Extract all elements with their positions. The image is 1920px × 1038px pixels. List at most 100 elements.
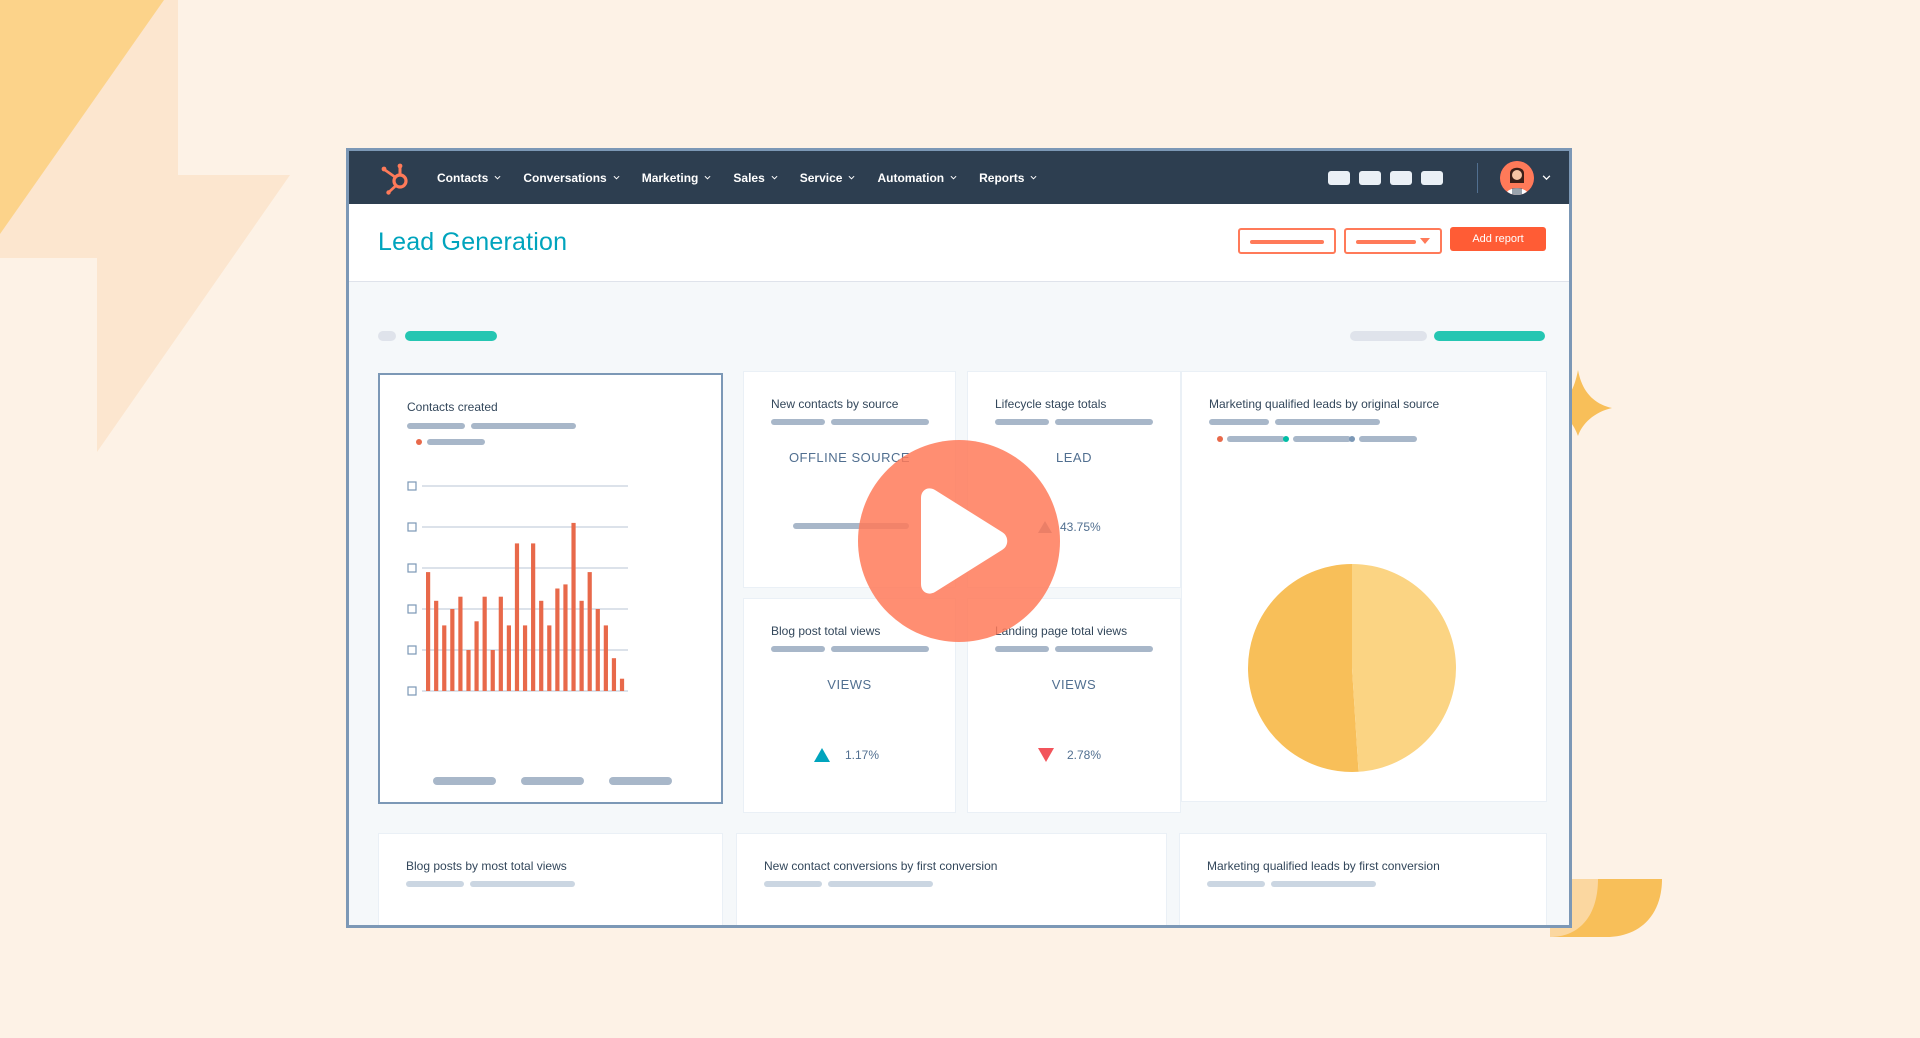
menu-contacts-label: Contacts: [437, 170, 489, 185]
filter-chip[interactable]: [1350, 331, 1427, 341]
nav-utility-button[interactable]: [1359, 170, 1381, 185]
filter-button[interactable]: [1238, 228, 1336, 254]
y-tick-marker: [407, 481, 417, 491]
chevron-down-icon: [848, 175, 855, 180]
new-contact-conversions-card[interactable]: New contact conversions by first convers…: [736, 833, 1167, 925]
metric-change: 1.17%: [845, 748, 880, 762]
add-report-button[interactable]: Add report: [1450, 227, 1546, 251]
menu-contacts[interactable]: Contacts: [437, 171, 501, 185]
date-range-chip[interactable]: [405, 331, 497, 341]
legend-dot: [1349, 436, 1355, 442]
legend-placeholder: [427, 439, 485, 445]
card-title: New contact conversions by first convers…: [764, 859, 998, 873]
menu-reports-label: Reports: [979, 170, 1025, 185]
landing-page-total-views-card[interactable]: Landing page total views VIEWS 2.78%: [967, 598, 1181, 813]
filter-chip[interactable]: [378, 331, 396, 341]
menu-conversations-label: Conversations: [523, 170, 607, 185]
card-title: Contacts created: [407, 400, 498, 414]
menu-service[interactable]: Service: [800, 171, 856, 185]
axis-label-placeholder: [433, 777, 496, 785]
mql-by-original-source-card[interactable]: Marketing qualified leads by original so…: [1181, 371, 1547, 802]
menu-conversations[interactable]: Conversations: [523, 170, 620, 185]
triangle-up-icon: [814, 748, 830, 762]
bar: [619, 678, 625, 691]
bar: [595, 609, 600, 691]
pie-slice: [1352, 564, 1456, 772]
axis-label-placeholder: [609, 777, 672, 785]
nav-utility-button[interactable]: [1328, 170, 1350, 185]
bar: [482, 596, 487, 691]
card-title: Landing page total views: [995, 624, 1128, 638]
video-play-button[interactable]: [858, 440, 1060, 642]
bar: [490, 650, 495, 691]
metric-label: OFFLINE SOURCE: [788, 450, 911, 465]
metric-change: 2.78%: [1067, 748, 1102, 762]
top-navigation: Contacts Conversations Marketing Sales S…: [349, 151, 1569, 204]
subtitle-placeholder: [831, 419, 929, 425]
bar: [603, 625, 608, 691]
subtitle-placeholder: [995, 646, 1049, 652]
menu-service-label: Service: [799, 170, 843, 185]
bar: [563, 584, 568, 691]
chevron-down-icon: [613, 175, 620, 180]
chevron-down-icon: [704, 175, 711, 180]
subtitle-placeholder: [995, 419, 1049, 425]
mql-pie-chart: [1247, 564, 1456, 772]
nav-utility-button[interactable]: [1390, 170, 1412, 185]
bar: [539, 600, 544, 691]
y-tick-marker: [407, 686, 417, 696]
menu-automation[interactable]: Automation: [877, 171, 957, 185]
bar: [579, 600, 584, 691]
actions-dropdown-placeholder: [1356, 240, 1416, 244]
card-title: Blog post total views: [771, 624, 881, 638]
legend-dot: [1217, 436, 1223, 442]
chevron-down-icon: [494, 175, 501, 180]
bar: [434, 600, 439, 691]
view-chip[interactable]: [1434, 331, 1545, 341]
legend-placeholder: [1293, 436, 1351, 442]
nav-utilities: [1319, 151, 1551, 204]
metric-label: LEAD: [1056, 450, 1092, 465]
main-menu: Contacts Conversations Marketing Sales S…: [437, 151, 1059, 204]
bar: [611, 658, 617, 691]
metric-change: 43.75%: [1060, 520, 1101, 534]
bar: [474, 621, 479, 691]
mql-by-first-conversion-card[interactable]: Marketing qualified leads by first conve…: [1179, 833, 1547, 925]
card-title: Blog posts by most total views: [406, 859, 567, 873]
subtitle-placeholder: [1055, 646, 1153, 652]
menu-reports[interactable]: Reports: [979, 171, 1037, 185]
y-tick-marker: [407, 645, 417, 655]
legend-dot: [416, 439, 422, 445]
nav-utility-button[interactable]: [1421, 170, 1443, 185]
subtitle-placeholder: [764, 881, 822, 887]
chevron-down-icon[interactable]: [1542, 173, 1551, 182]
bar: [450, 609, 455, 691]
menu-marketing[interactable]: Marketing: [642, 171, 712, 185]
menu-sales[interactable]: Sales: [733, 171, 778, 185]
actions-dropdown[interactable]: [1344, 228, 1442, 254]
y-tick-marker: [407, 604, 417, 614]
caret-down-icon: [1420, 238, 1430, 244]
spark-decoration: [1560, 370, 1612, 436]
user-avatar[interactable]: [1500, 160, 1534, 195]
chevron-down-icon: [1030, 175, 1037, 180]
menu-automation-label: Automation: [877, 170, 945, 185]
subtitle-placeholder: [406, 881, 464, 887]
metric-value-placeholder: [793, 523, 909, 529]
subtitle-placeholder: [1207, 881, 1265, 887]
chevron-down-icon: [950, 175, 957, 180]
axis-label-placeholder: [521, 777, 584, 785]
bar: [466, 650, 471, 691]
page-title: Lead Generation: [378, 228, 568, 256]
avatar-person-icon: [1500, 160, 1534, 195]
menu-marketing-label: Marketing: [641, 170, 699, 185]
hubspot-logo-icon[interactable]: [379, 161, 413, 195]
blog-posts-by-most-views-card[interactable]: Blog posts by most total views: [378, 833, 723, 925]
card-title: Lifecycle stage totals: [995, 397, 1107, 411]
subtitle-placeholder: [771, 419, 825, 425]
legend-dot: [1283, 436, 1289, 442]
bar: [442, 625, 447, 691]
y-tick-marker: [407, 522, 417, 532]
pie-slice: [1247, 564, 1359, 772]
contacts-created-card[interactable]: Contacts created: [378, 373, 723, 804]
